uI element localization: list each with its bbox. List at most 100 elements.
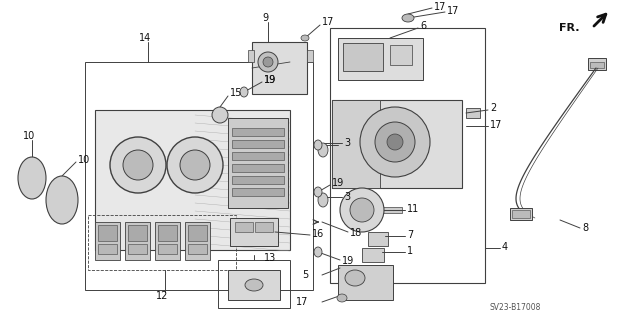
Bar: [332, 100, 380, 188]
Bar: [232, 152, 284, 160]
Text: 10: 10: [78, 155, 90, 165]
Circle shape: [375, 122, 415, 162]
Bar: [95, 222, 120, 260]
Ellipse shape: [337, 294, 347, 302]
Ellipse shape: [245, 279, 263, 291]
Bar: [188, 225, 207, 241]
Bar: [128, 225, 147, 241]
Bar: [125, 222, 150, 260]
Bar: [330, 28, 485, 283]
Text: 2: 2: [490, 103, 496, 113]
Bar: [228, 118, 288, 208]
Bar: [382, 207, 402, 213]
Text: 18: 18: [350, 228, 362, 238]
Ellipse shape: [18, 157, 46, 199]
Bar: [368, 232, 388, 246]
Text: 1: 1: [407, 246, 413, 256]
Circle shape: [167, 137, 223, 193]
Bar: [332, 100, 462, 188]
Bar: [338, 265, 393, 300]
Text: 3: 3: [344, 192, 350, 202]
Ellipse shape: [318, 193, 328, 207]
Bar: [158, 225, 177, 241]
Bar: [362, 248, 384, 262]
Bar: [255, 222, 273, 232]
Text: 12: 12: [156, 291, 168, 301]
Text: 10: 10: [23, 131, 35, 141]
Bar: [128, 244, 147, 254]
Text: 19: 19: [264, 75, 276, 85]
Text: 16: 16: [312, 229, 324, 239]
Bar: [155, 222, 180, 260]
Bar: [85, 62, 313, 290]
Ellipse shape: [314, 247, 322, 257]
Ellipse shape: [345, 270, 365, 286]
Circle shape: [258, 52, 278, 72]
Bar: [390, 45, 412, 65]
Bar: [590, 62, 604, 68]
Text: 6: 6: [420, 21, 426, 31]
Bar: [98, 244, 117, 254]
Text: 17: 17: [447, 6, 460, 16]
Text: 3: 3: [344, 138, 350, 148]
Circle shape: [387, 134, 403, 150]
Bar: [232, 188, 284, 196]
Bar: [218, 260, 290, 308]
Ellipse shape: [314, 140, 322, 150]
Circle shape: [180, 150, 210, 180]
Bar: [88, 215, 236, 270]
Bar: [185, 222, 210, 260]
Bar: [188, 244, 207, 254]
Text: 5: 5: [301, 270, 308, 280]
Text: 17: 17: [322, 17, 334, 27]
Text: 19: 19: [332, 178, 344, 188]
Circle shape: [110, 137, 166, 193]
Bar: [95, 110, 290, 250]
Text: 17: 17: [490, 120, 502, 130]
Bar: [232, 176, 284, 184]
Bar: [248, 50, 254, 62]
Circle shape: [212, 107, 228, 123]
Bar: [232, 128, 284, 136]
Bar: [307, 50, 313, 62]
Text: 4: 4: [502, 242, 508, 252]
Bar: [232, 164, 284, 172]
Bar: [228, 270, 280, 300]
Bar: [512, 210, 530, 218]
Text: 15: 15: [230, 88, 243, 98]
Bar: [98, 225, 117, 241]
Text: 8: 8: [582, 223, 588, 233]
Text: 7: 7: [407, 230, 413, 240]
Circle shape: [350, 198, 374, 222]
Circle shape: [340, 188, 384, 232]
Text: 19: 19: [342, 256, 355, 266]
Text: 19: 19: [264, 75, 276, 85]
Ellipse shape: [314, 187, 322, 197]
Bar: [235, 222, 253, 232]
Bar: [158, 244, 177, 254]
Text: SV23-B17008: SV23-B17008: [490, 303, 541, 313]
Text: 13: 13: [264, 253, 276, 263]
Bar: [343, 43, 383, 71]
Bar: [252, 42, 307, 94]
Circle shape: [360, 107, 430, 177]
Ellipse shape: [240, 87, 248, 97]
Text: 17: 17: [296, 297, 308, 307]
Text: 14: 14: [139, 33, 151, 43]
Bar: [466, 108, 480, 118]
Bar: [230, 218, 278, 246]
Ellipse shape: [301, 35, 309, 41]
Text: 11: 11: [407, 204, 419, 214]
Ellipse shape: [46, 176, 78, 224]
Bar: [338, 38, 423, 80]
Text: FR.: FR.: [559, 23, 580, 33]
Text: 17: 17: [434, 2, 446, 12]
Bar: [588, 58, 606, 70]
Circle shape: [123, 150, 153, 180]
Circle shape: [263, 57, 273, 67]
Ellipse shape: [402, 14, 414, 22]
Bar: [232, 140, 284, 148]
Bar: [510, 208, 532, 220]
Text: 9: 9: [262, 13, 268, 23]
Ellipse shape: [318, 143, 328, 157]
